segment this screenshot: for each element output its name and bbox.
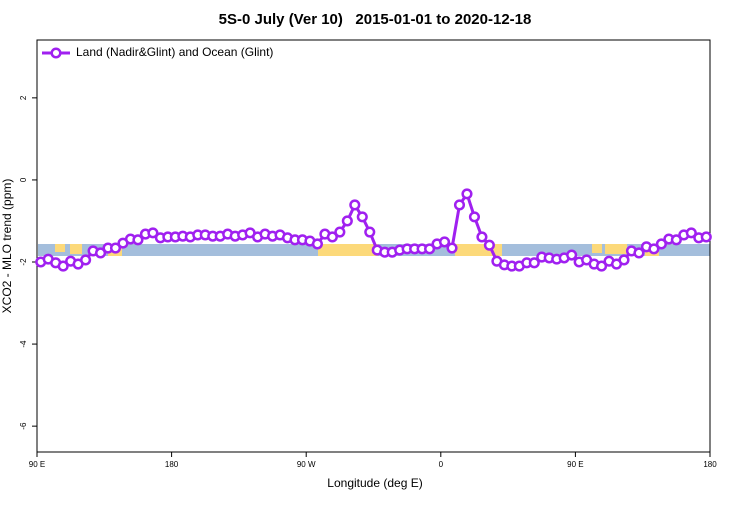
data-point	[438, 236, 451, 248]
x-tick-label: 180	[165, 460, 179, 469]
data-point	[80, 254, 92, 266]
data-point	[655, 238, 667, 250]
data-point	[633, 247, 645, 259]
data-point	[147, 227, 159, 239]
data-point	[453, 199, 466, 211]
y-tick-label: -2	[19, 258, 28, 266]
data-point	[566, 249, 578, 261]
data-point	[95, 247, 107, 259]
x-tick-label: 90 E	[29, 460, 45, 469]
data-point	[483, 239, 495, 251]
land-band	[318, 244, 378, 256]
data-point	[476, 231, 488, 243]
data-point	[311, 238, 323, 250]
data-point	[334, 226, 346, 238]
data-point	[596, 260, 608, 272]
x-axis-label: Longitude (deg E)	[327, 476, 422, 490]
x-tick-label: 90 E	[567, 460, 583, 469]
data-point	[648, 243, 660, 255]
data-point	[424, 243, 436, 255]
data-point	[326, 231, 338, 243]
land-band	[605, 244, 627, 254]
data-point	[446, 242, 458, 254]
y-tick-label: 0	[19, 177, 28, 182]
plot-frame	[36, 39, 711, 453]
data-point	[528, 257, 540, 269]
y-axis-label: XCO2 - MLO trend (ppm)	[0, 179, 14, 314]
data-point	[349, 199, 361, 211]
data-point	[356, 211, 368, 223]
data-point	[700, 231, 712, 243]
y-tick-label: -4	[19, 340, 28, 348]
x-tick-label: 0	[439, 460, 444, 469]
data-point	[685, 227, 697, 239]
y-tick-label: -6	[19, 422, 28, 430]
data-point	[57, 260, 69, 272]
legend-marker	[50, 47, 62, 59]
data-point	[618, 254, 630, 266]
chart-title: 5S-0 July (Ver 10) 2015-01-01 to 2020-12…	[219, 11, 532, 28]
land-band	[70, 244, 82, 254]
data-point	[461, 188, 473, 200]
data-point	[132, 234, 144, 246]
x-tick-label: 90 W	[297, 460, 316, 469]
data-point	[364, 226, 376, 238]
legend-label: Land (Nadir&Glint) and Ocean (Glint)	[76, 45, 273, 59]
data-point	[670, 234, 682, 246]
y-tick-label: 2	[19, 95, 28, 100]
land-band	[55, 244, 65, 252]
data-point	[341, 215, 353, 227]
data-point	[109, 242, 122, 254]
x-tick-label: 180	[703, 460, 717, 469]
land-band	[592, 244, 602, 253]
data-point	[468, 211, 481, 223]
